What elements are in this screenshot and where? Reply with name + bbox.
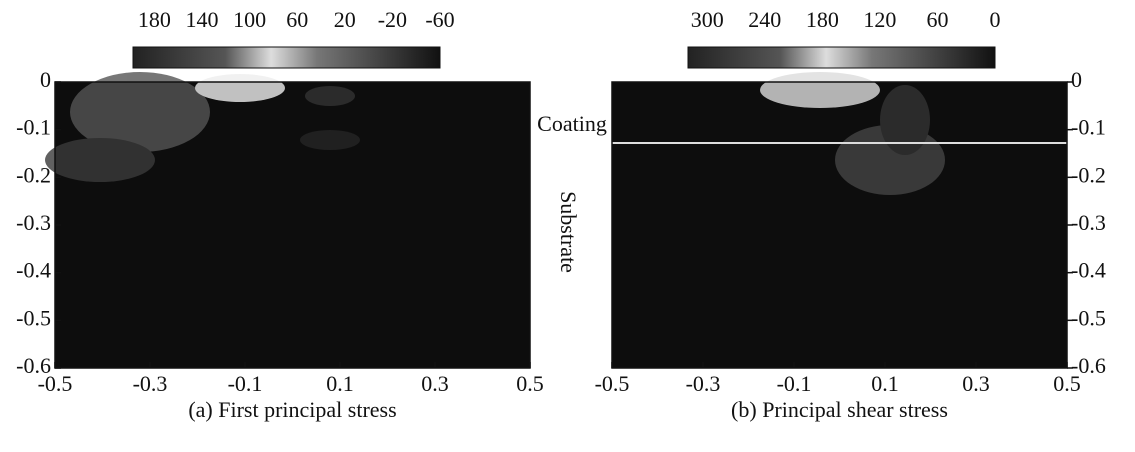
y-tick-label: -0.5 [1071,305,1106,330]
colorbar-tick-label: -20 [378,7,407,32]
x-tick-label: 0.3 [421,371,449,396]
y-tick-label: -0.3 [16,210,51,235]
colorbar [687,46,996,69]
x-tick-label: -0.5 [38,371,73,396]
y-tick-label: 0 [1071,67,1082,92]
colorbar-tick-label: 180 [806,7,839,32]
colorbar [132,46,441,69]
y-tick-label: -0.4 [16,258,51,283]
y-tick-label: -0.2 [16,162,51,187]
annotation: Coating [537,111,607,136]
contour-blobs-a [45,72,360,182]
colorbar-tick-label: 20 [334,7,356,32]
x-tick-label: -0.1 [228,371,263,396]
colorbar-tick-label: 120 [863,7,896,32]
x-tick-label: 0.5 [516,371,544,396]
colorbar-tick-label: 60 [926,7,948,32]
x-tick-label: -0.3 [686,371,721,396]
x-tick-label: 0.3 [962,371,990,396]
colorbar-tick-label: 180 [138,7,171,32]
colorbar-tick-label: 100 [233,7,266,32]
x-tick-label: 0.1 [871,371,899,396]
y-tick-label: -0.1 [1071,115,1106,140]
x-tick-label: -0.3 [133,371,168,396]
colorbar-tick-label: 0 [990,7,1001,32]
caption: (b) Principal shear stress [731,397,948,422]
y-tick-label: -0.3 [1071,210,1106,235]
y-tick-label: -0.6 [16,353,51,378]
x-tick-label: -0.5 [595,371,630,396]
annotation: Substrate [556,191,581,273]
y-tick-label: -0.5 [16,305,51,330]
colorbar-tick-label: 300 [691,7,724,32]
y-tick-label: -0.6 [1071,353,1106,378]
x-tick-label: -0.1 [777,371,812,396]
colorbar-tick-label: 240 [748,7,781,32]
y-tick-label: -0.1 [16,115,51,140]
caption: (a) First principal stress [188,397,396,422]
x-tick-label: 0.1 [326,371,354,396]
y-tick-label: 0 [40,67,51,92]
colorbar-tick-label: -60 [425,7,454,32]
plot-area-b [612,82,1067,368]
y-tick-label: -0.2 [1071,162,1106,187]
x-tick-label: 0.5 [1053,371,1081,396]
y-tick-label: -0.4 [1071,258,1106,283]
colorbar-tick-label: 140 [186,7,219,32]
colorbar-tick-label: 60 [286,7,308,32]
